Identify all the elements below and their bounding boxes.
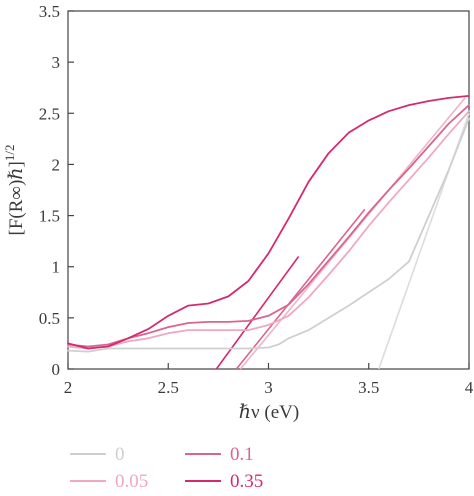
y-tick-label: 3.5 — [39, 2, 60, 21]
series-line-0.05 — [67, 110, 470, 350]
svg-text:[F(R∞)ℏ]1/2: [F(R∞)ℏ]1/2 — [2, 145, 27, 236]
y-tick-label: 2.5 — [39, 104, 60, 123]
series-line-0.1 — [67, 104, 470, 348]
legend-label-0.35: 0.35 — [230, 471, 263, 492]
y-axis-ticks: 0 0.5 1 1.5 2 2.5 3 3.5 — [39, 2, 74, 379]
x-axis-title: ℏν (eV) — [239, 402, 299, 423]
y-tick-label: 1 — [52, 258, 61, 277]
x-tick-label: 4 — [465, 378, 474, 397]
legend-label-0.05: 0.05 — [115, 471, 148, 492]
legend-label-0: 0 — [115, 444, 125, 465]
legend: 0 0.05 0.1 0.35 — [70, 444, 263, 492]
y-tick-label: 3 — [52, 53, 61, 72]
y-axis-title-exponent: 1/2 — [2, 145, 17, 162]
legend-label-0.1: 0.1 — [230, 444, 254, 465]
x-tick-label: 3.5 — [358, 378, 379, 397]
x-tick-label: 2.5 — [158, 378, 179, 397]
y-tick-label: 0 — [52, 360, 61, 379]
x-axis-ticks: 2 2.5 3 3.5 4 — [64, 363, 474, 397]
y-tick-label: 0.5 — [39, 309, 60, 328]
plot-area: 2 2.5 3 3.5 4 0 0.5 1 1.5 2 2.5 3 3.5 — [39, 2, 474, 397]
series-line-0 — [67, 117, 470, 353]
series-lines — [67, 95, 470, 353]
tangent-line-0.1 — [235, 208, 366, 370]
series-line-0.35 — [67, 95, 470, 350]
y-tick-label: 2 — [52, 155, 61, 174]
y-axis-title: [F(R∞)ℏ]1/2 — [2, 145, 27, 236]
x-tick-label: 3 — [264, 378, 273, 397]
y-axis-title-main: [F(R∞)ℏ] — [6, 161, 27, 235]
tangent-line-0.35 — [215, 256, 300, 370]
y-tick-label: 1.5 — [39, 207, 60, 226]
x-tick-label: 2 — [64, 378, 73, 397]
